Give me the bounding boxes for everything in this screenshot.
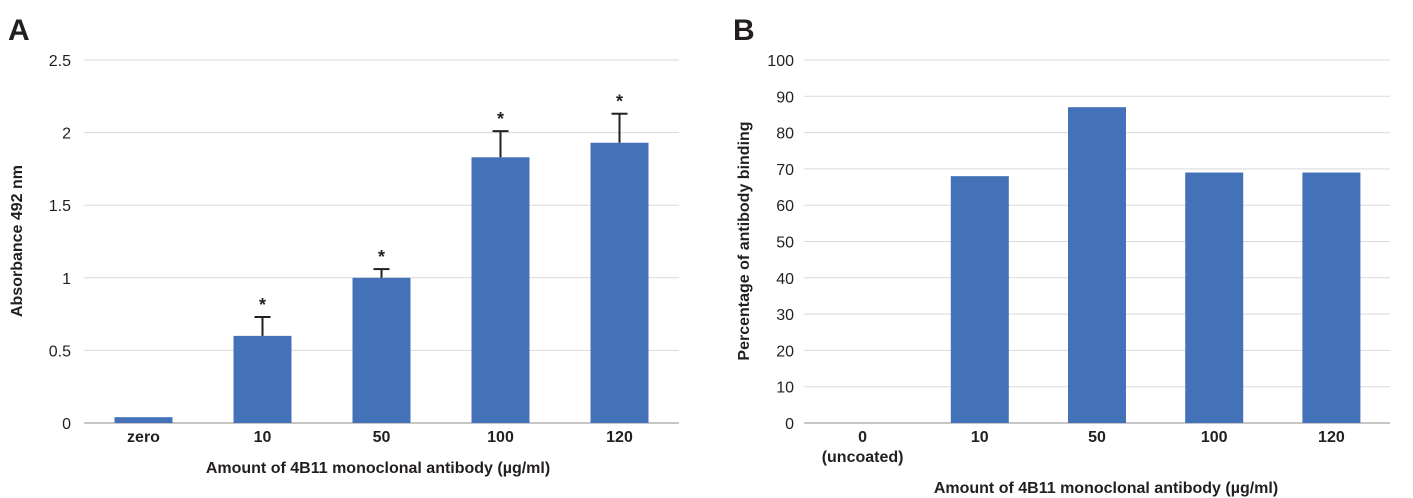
panel-b-bars [950, 107, 1361, 423]
panel-a-x-tick-label: 50 [373, 429, 391, 446]
panel-b-y-tick-label: 100 [767, 53, 794, 70]
panel-b-bar [950, 176, 1009, 423]
panel-a-y-tick-label: 0 [62, 416, 71, 433]
panel-b-y-tick-label: 40 [776, 271, 794, 288]
panel-b-chart: B Percentage of antibody binding Amount … [733, 14, 1390, 497]
panel-a-x-tick-label: 120 [606, 429, 633, 446]
panel-a-significance-marker: * [616, 92, 623, 112]
panel-b-y-tick-label: 70 [776, 162, 794, 179]
panel-b-x-tick-label: 50 [1088, 429, 1106, 446]
panel-a-bar [471, 157, 530, 423]
panel-a-x-ticks: zero 10 50 100 120 [127, 429, 633, 446]
panel-b-y-tick-label: 90 [776, 89, 794, 106]
panel-b-x-tick-label: 100 [1201, 429, 1228, 446]
panel-b-y-tick-label: 30 [776, 307, 794, 324]
panel-a-y-tick-label: 2 [62, 126, 71, 143]
panel-b-x-tick-label: 0 [858, 429, 867, 446]
panel-a-significance-marker: * [378, 247, 385, 267]
panel-a-significance-marker: * [497, 109, 504, 129]
panel-b-y-axis-title: Percentage of antibody binding [736, 121, 753, 360]
panel-a-bar [352, 277, 411, 423]
panel-b-x-axis-title: Amount of 4B11 monoclonal antibody (µg/m… [934, 480, 1278, 497]
panel-b-bar [1185, 172, 1244, 423]
panel-a-bar [114, 417, 173, 423]
panel-a-x-tick-label: zero [127, 429, 160, 446]
panel-a-chart: A Absorbance 492 nm Amount of 4B11 monoc… [8, 14, 679, 477]
panel-a-y-tick-label: 1 [62, 271, 71, 288]
panel-a-x-tick-label: 10 [254, 429, 272, 446]
panel-b-y-tick-label: 50 [776, 235, 794, 252]
panel-a-y-tick-label: 1.5 [49, 198, 71, 215]
panel-b-bar [1068, 107, 1126, 423]
panel-b-label: B [733, 14, 755, 47]
panel-b-y-tick-label: 20 [776, 343, 794, 360]
panel-b-y-ticks: 0 10 20 30 40 50 60 70 80 90 100 [767, 53, 794, 433]
panel-a-x-tick-label: 100 [487, 429, 514, 446]
panel-a-y-tick-label: 0.5 [49, 343, 71, 360]
panel-a-x-axis-title: Amount of 4B11 monoclonal antibody (µg/m… [206, 460, 550, 477]
panel-a-label: A [8, 14, 30, 47]
panel-b-y-tick-label: 80 [776, 126, 794, 143]
panel-b-x-tick-label: 120 [1318, 429, 1345, 446]
panel-b-y-tick-label: 10 [776, 380, 794, 397]
panel-b-y-tick-label: 0 [785, 416, 794, 433]
panel-a-significance-marker: * [259, 295, 266, 315]
panel-b-x-tick-sublabel: (uncoated) [822, 449, 904, 466]
panel-a-bars: * * * * [114, 92, 649, 423]
panel-a-bar [590, 142, 649, 423]
panel-b-x-ticks: 0 (uncoated) 10 50 100 120 [822, 429, 1345, 466]
panel-a-y-axis-title: Absorbance 492 nm [9, 165, 26, 317]
panel-a-bar [233, 335, 292, 423]
panel-b-x-tick-label: 10 [971, 429, 989, 446]
panel-b-y-tick-label: 60 [776, 198, 794, 215]
panel-a-y-ticks: 0 0.5 1 1.5 2 2.5 [49, 53, 71, 433]
panel-b-bar [1302, 172, 1361, 423]
panel-a-y-tick-label: 2.5 [49, 53, 71, 70]
